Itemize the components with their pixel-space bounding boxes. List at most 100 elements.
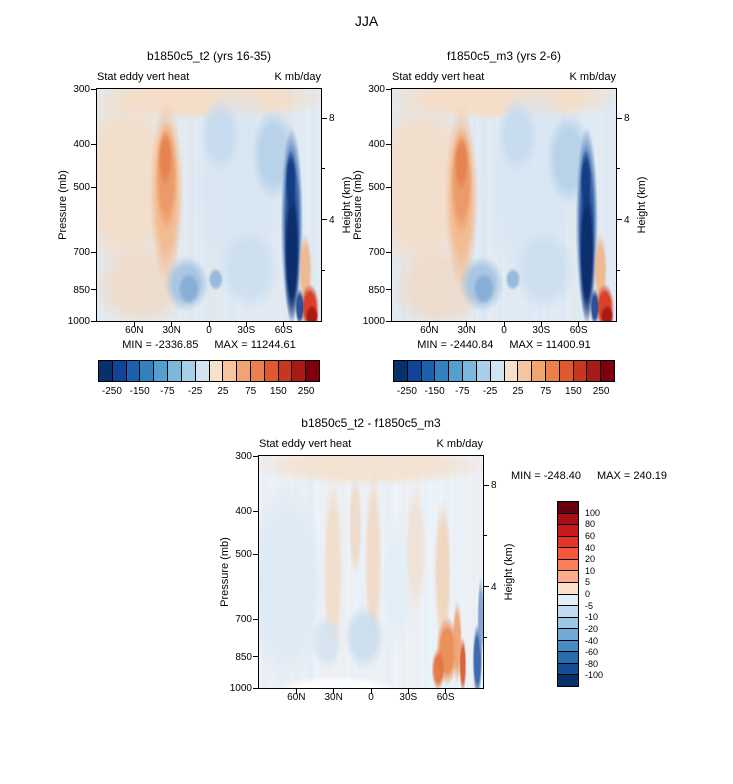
colorbar-tick-label: 150 <box>270 386 287 397</box>
pressure-tick-label: 1000 <box>362 316 385 327</box>
colorbar-cell <box>406 360 422 382</box>
contour-field-canvas <box>259 456 483 688</box>
pressure-tick-label: 500 <box>368 182 385 194</box>
colorbar-cell <box>153 360 169 382</box>
panel-title: f1850c5_m3 (yrs 2-6) <box>446 49 562 63</box>
height-tick-label: 8 <box>624 113 630 125</box>
units-label: K mb/day <box>274 71 321 83</box>
height-tick-mark <box>616 117 622 119</box>
height-tick-mark <box>483 484 489 486</box>
colorbar-cell <box>600 360 615 382</box>
colorbar-cell <box>263 360 279 382</box>
colorbar-cell <box>277 360 293 382</box>
colorbar-cell <box>208 360 224 382</box>
height-tick-mark <box>483 586 489 588</box>
height-tick-label: 8 <box>491 480 497 492</box>
pressure-tick-mark <box>386 186 392 188</box>
pressure-tick-label: 700 <box>235 614 252 626</box>
units-label: K mb/day <box>569 71 616 83</box>
colorbar-tick-label: -25 <box>187 386 203 397</box>
lat-tick-label: 0 <box>206 325 212 336</box>
panel-title: b1850c5_t2 (yrs 16-35) <box>146 49 272 63</box>
height-minor-tick-mark <box>483 535 487 537</box>
pressure-tick-label: 700 <box>73 247 90 259</box>
field-name-label: Stat eddy vert heat <box>259 438 352 450</box>
min-label: MIN = -248.40 <box>511 470 582 482</box>
colorbar-tick-label: 25 <box>217 386 229 397</box>
colorbar-tick-label: 80 <box>585 519 596 530</box>
lat-tick-label: 30S <box>532 325 551 336</box>
pressure-axis-title: Pressure (mb) <box>57 170 69 240</box>
height-axis-title: Height (km) <box>503 543 515 601</box>
colorbar-tick-label: 75 <box>245 386 257 397</box>
pressure-tick-mark <box>386 289 392 291</box>
colorbar-tick-label: 250 <box>297 386 315 397</box>
lat-tick-label: 60S <box>569 325 588 336</box>
lat-tick-mark <box>445 688 447 694</box>
units-label: K mb/day <box>436 438 483 450</box>
colorbar-tick-label: -250 <box>396 386 417 397</box>
lat-tick-mark <box>208 321 210 327</box>
colorbar-cell <box>111 360 127 382</box>
colorbar-tick-label: -40 <box>585 635 599 646</box>
minmax-label: MIN = -248.40 MAX = 240.19 <box>511 470 667 482</box>
pressure-tick-label: 850 <box>368 284 385 296</box>
height-minor-tick-mark <box>616 269 620 271</box>
colorbar-tick-label: -250 <box>101 386 122 397</box>
colorbar-tick-label: -75 <box>455 386 470 397</box>
colorbar-labels: -250 -150 -75 -25 25 75 150 250 <box>98 386 320 398</box>
pressure-tick-label: 700 <box>368 247 385 259</box>
panel-b1850c5-t2: b1850c5_t2 (yrs 16-35) Stat eddy vert he… <box>57 49 353 397</box>
colorbar-cell <box>489 360 505 382</box>
figure-title: JJA <box>354 13 379 29</box>
pressure-tick-mark <box>386 320 392 322</box>
lat-tick-mark <box>295 688 297 694</box>
lat-tick-label: 30N <box>324 692 343 703</box>
colorbar-tick-label: -25 <box>482 386 498 397</box>
colorbar-cell <box>475 360 491 382</box>
pressure-tick-label: 850 <box>235 651 252 663</box>
pressure-tick-label: 850 <box>73 284 90 296</box>
pressure-tick-label: 500 <box>73 182 90 194</box>
minmax-label: MIN = -2336.85 MAX = 11244.61 <box>122 339 296 351</box>
pressure-axis-title: Pressure (mb) <box>352 170 364 240</box>
lat-tick-label: 0 <box>501 325 507 336</box>
lat-tick-label: 60N <box>420 325 439 336</box>
pressure-tick-label: 500 <box>235 549 252 561</box>
colorbar-tick-label: 5 <box>585 577 591 588</box>
height-tick-mark <box>321 219 327 221</box>
colorbar-tick-label: 100 <box>585 507 601 518</box>
field-name-label: Stat eddy vert heat <box>97 71 190 83</box>
lat-tick-label: 30N <box>457 325 476 336</box>
colorbar-tick-label: 25 <box>512 386 524 397</box>
pressure-tick-label: 300 <box>368 84 385 95</box>
colorbar-cell <box>434 360 450 382</box>
colorbar-cell <box>557 674 579 687</box>
colorbar-cell <box>517 360 533 382</box>
pressure-tick-label: 1000 <box>67 316 90 327</box>
height-tick-label: 4 <box>329 214 335 226</box>
pressure-tick-mark <box>253 510 259 512</box>
lat-tick-label: 30N <box>162 325 181 336</box>
max-label: MAX = 11244.61 <box>214 339 296 351</box>
height-minor-tick-mark <box>616 168 620 170</box>
lat-tick-mark <box>466 321 468 327</box>
colorbar-cell <box>503 360 519 382</box>
pressure-tick-label: 400 <box>368 139 385 151</box>
colorbar-cell <box>236 360 251 382</box>
lat-tick-label: 60S <box>274 325 293 336</box>
pressure-tick-label: 300 <box>73 84 90 95</box>
lat-tick-label: 60S <box>436 692 455 703</box>
lat-tick-mark <box>407 688 409 694</box>
pressure-tick-label: 400 <box>73 139 90 151</box>
max-label: MAX = 11400.91 <box>509 339 591 351</box>
colorbar-cell <box>98 360 113 382</box>
lat-tick-label: 30S <box>237 325 256 336</box>
height-tick-label: 8 <box>329 113 335 125</box>
colorbar <box>98 360 320 382</box>
height-minor-tick-mark <box>321 269 325 271</box>
colorbar-cell <box>249 360 265 382</box>
lat-tick-mark <box>428 321 430 327</box>
colorbar-cell <box>558 360 574 382</box>
colorbar-tick-label: -80 <box>585 658 599 669</box>
